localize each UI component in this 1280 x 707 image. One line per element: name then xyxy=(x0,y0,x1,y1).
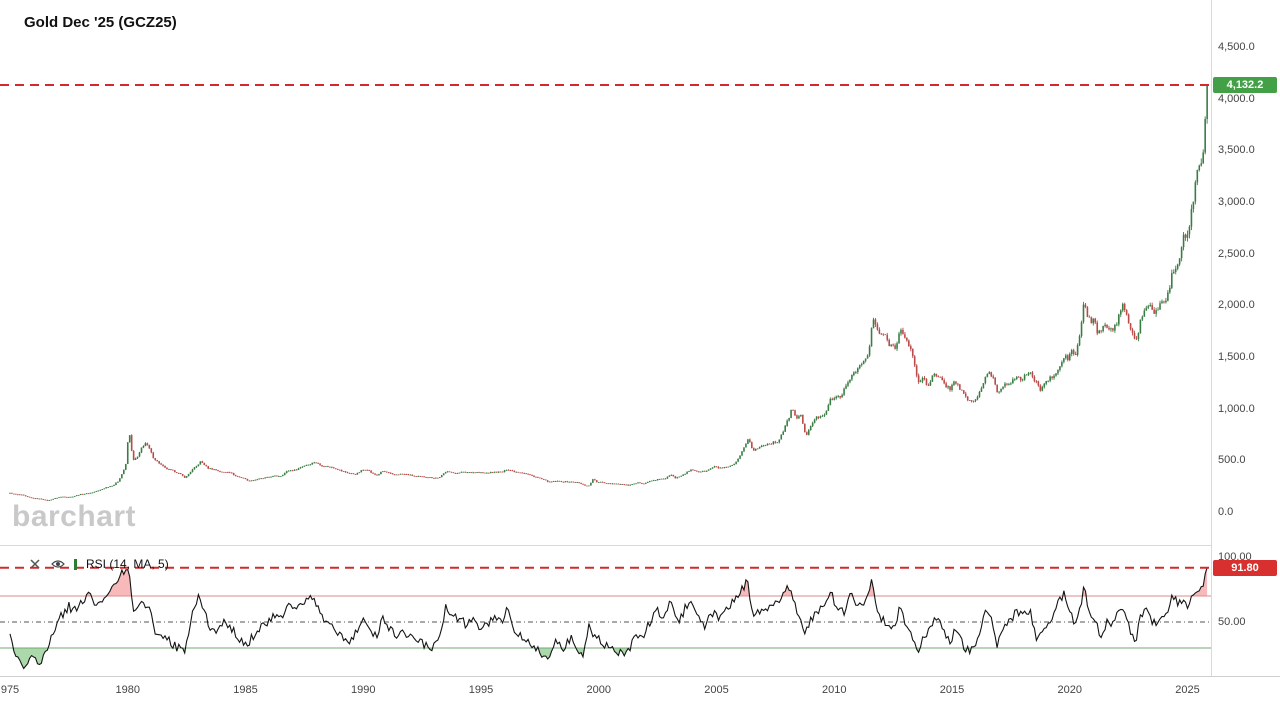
x-axis[interactable]: 975 1980 1985 1990 1995 2000 2005 2010 2015 2020 2… xyxy=(0,676,1280,707)
price-axis-tick: 2,500.0 xyxy=(1218,247,1255,260)
price-axis-tick: 1,500.0 xyxy=(1218,351,1255,363)
price-chart-svg[interactable] xyxy=(0,0,1211,546)
visibility-eye-icon[interactable] xyxy=(51,557,65,571)
close-icon[interactable] xyxy=(28,557,42,571)
x-axis-tick: 2025 xyxy=(1175,684,1200,696)
x-axis-tick: 1985 xyxy=(233,684,258,696)
price-axis-tick: 1,000.0 xyxy=(1218,402,1255,415)
price-axis-tick: 4,500.0 xyxy=(1218,41,1255,53)
price-axis-tick: 500.0 xyxy=(1218,454,1246,467)
barchart-watermark: barchart xyxy=(12,500,137,533)
price-axis-tick: 2,000.0 xyxy=(1218,299,1255,312)
price-axis-tick: 3,500.0 xyxy=(1218,144,1255,157)
rsi-indicator-label[interactable]: RSI (14, MA, 5) xyxy=(86,557,169,571)
price-axis-tick: 3,000.0 xyxy=(1218,196,1255,208)
last-price-tag: 4,132.2 xyxy=(1213,77,1277,93)
x-axis-tick: 1990 xyxy=(351,684,376,696)
price-axis-tick: 0.0 xyxy=(1218,506,1234,518)
x-axis-tick: 2010 xyxy=(822,684,847,696)
x-axis-tick: 2005 xyxy=(704,684,729,696)
panel-divider xyxy=(0,545,1280,546)
x-axis-tick: 1995 xyxy=(468,684,494,696)
chart-title: Gold Dec '25 (GCZ25) xyxy=(24,14,177,31)
x-axis-tick: 2015 xyxy=(939,684,965,696)
rsi-axis-tick: 50.00 xyxy=(1218,616,1246,628)
x-axis-tick: 2000 xyxy=(586,684,611,696)
y-axis[interactable]: 4,132.2 91.80 4,500.0 4,000.0 3,500.0 3,000… xyxy=(1211,0,1280,676)
x-axis-tick: 975 xyxy=(0,684,20,696)
rsi-indicator-header: RSI (14, MA, 5) xyxy=(28,556,169,572)
rsi-chart-svg[interactable] xyxy=(0,546,1211,676)
x-axis-tick: 1980 xyxy=(115,684,140,696)
price-axis-tick: 4,000.0 xyxy=(1218,92,1255,105)
rsi-value-tag: 91.80 xyxy=(1213,559,1277,576)
rsi-series-swatch xyxy=(74,558,77,570)
x-axis-tick: 2020 xyxy=(1057,684,1082,696)
